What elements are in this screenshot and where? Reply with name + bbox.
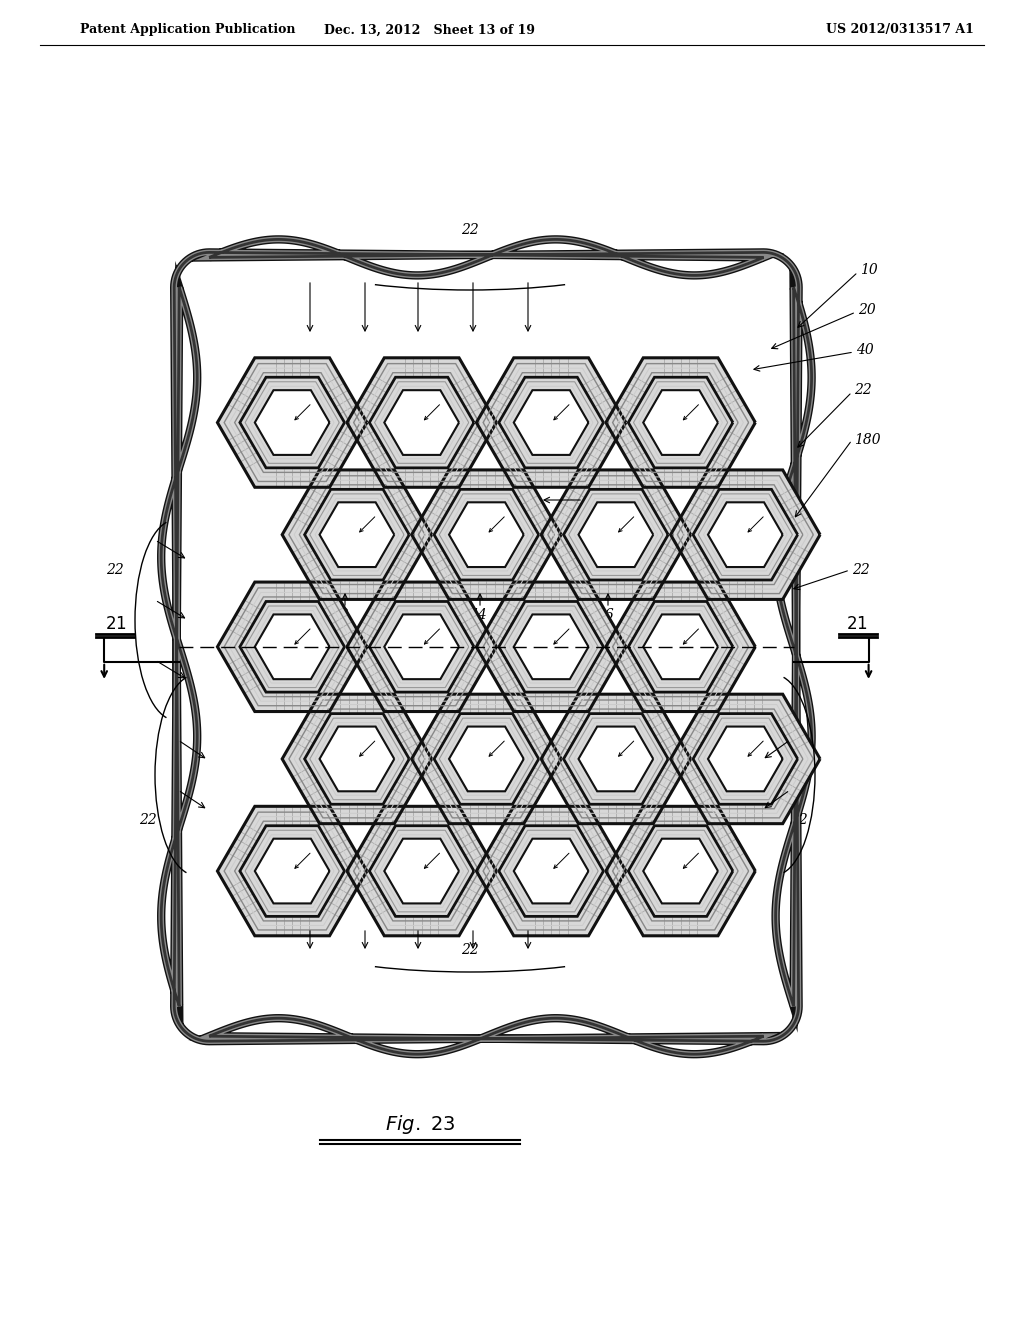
Polygon shape xyxy=(541,470,690,599)
Polygon shape xyxy=(386,840,458,902)
Text: $\mathit{21}$: $\mathit{21}$ xyxy=(105,616,127,634)
Polygon shape xyxy=(671,694,820,824)
Text: 44: 44 xyxy=(469,609,486,622)
Polygon shape xyxy=(606,582,756,711)
Polygon shape xyxy=(386,615,458,678)
Polygon shape xyxy=(347,358,497,487)
Text: 22: 22 xyxy=(790,813,808,828)
Text: 180: 180 xyxy=(854,433,881,447)
Polygon shape xyxy=(645,392,717,454)
Polygon shape xyxy=(515,615,587,678)
Polygon shape xyxy=(515,392,587,454)
Text: $\mathit{Fig.\ 23}$: $\mathit{Fig.\ 23}$ xyxy=(385,1114,456,1137)
Polygon shape xyxy=(217,807,367,936)
Polygon shape xyxy=(386,392,458,454)
Polygon shape xyxy=(283,470,432,599)
Polygon shape xyxy=(451,504,522,566)
Polygon shape xyxy=(217,582,367,711)
Polygon shape xyxy=(283,694,432,824)
Polygon shape xyxy=(322,504,393,566)
Text: 22: 22 xyxy=(852,564,869,577)
Text: 22: 22 xyxy=(461,942,479,957)
Text: $\mathit{21}$: $\mathit{21}$ xyxy=(846,616,867,634)
Polygon shape xyxy=(580,504,651,566)
Text: US 2012/0313517 A1: US 2012/0313517 A1 xyxy=(826,24,974,37)
Polygon shape xyxy=(645,615,717,678)
Polygon shape xyxy=(347,582,497,711)
Polygon shape xyxy=(347,807,497,936)
Text: Patent Application Publication: Patent Application Publication xyxy=(80,24,296,37)
Polygon shape xyxy=(412,470,561,599)
Text: 20: 20 xyxy=(858,304,876,317)
Polygon shape xyxy=(451,727,522,789)
Polygon shape xyxy=(580,727,651,789)
Polygon shape xyxy=(671,470,820,599)
Text: 46: 46 xyxy=(596,609,613,622)
Polygon shape xyxy=(645,840,717,902)
Polygon shape xyxy=(710,504,781,566)
Polygon shape xyxy=(606,358,756,487)
Text: Dec. 13, 2012   Sheet 13 of 19: Dec. 13, 2012 Sheet 13 of 19 xyxy=(325,24,536,37)
Text: 40: 40 xyxy=(856,343,873,356)
Polygon shape xyxy=(515,840,587,902)
Polygon shape xyxy=(476,807,626,936)
Polygon shape xyxy=(710,727,781,789)
Text: 10: 10 xyxy=(860,263,878,277)
Polygon shape xyxy=(476,582,626,711)
Polygon shape xyxy=(322,727,393,789)
Text: 42: 42 xyxy=(331,609,349,622)
Polygon shape xyxy=(161,239,812,1055)
Polygon shape xyxy=(541,694,690,824)
Polygon shape xyxy=(217,358,367,487)
Polygon shape xyxy=(256,840,328,902)
Text: 22: 22 xyxy=(106,564,124,577)
Polygon shape xyxy=(606,807,756,936)
Polygon shape xyxy=(412,694,561,824)
Text: 40: 40 xyxy=(585,492,603,507)
Text: 22: 22 xyxy=(461,223,479,238)
Text: 22: 22 xyxy=(854,383,871,397)
Polygon shape xyxy=(256,615,328,678)
Polygon shape xyxy=(256,392,328,454)
Polygon shape xyxy=(476,358,626,487)
Text: 22: 22 xyxy=(139,813,157,828)
